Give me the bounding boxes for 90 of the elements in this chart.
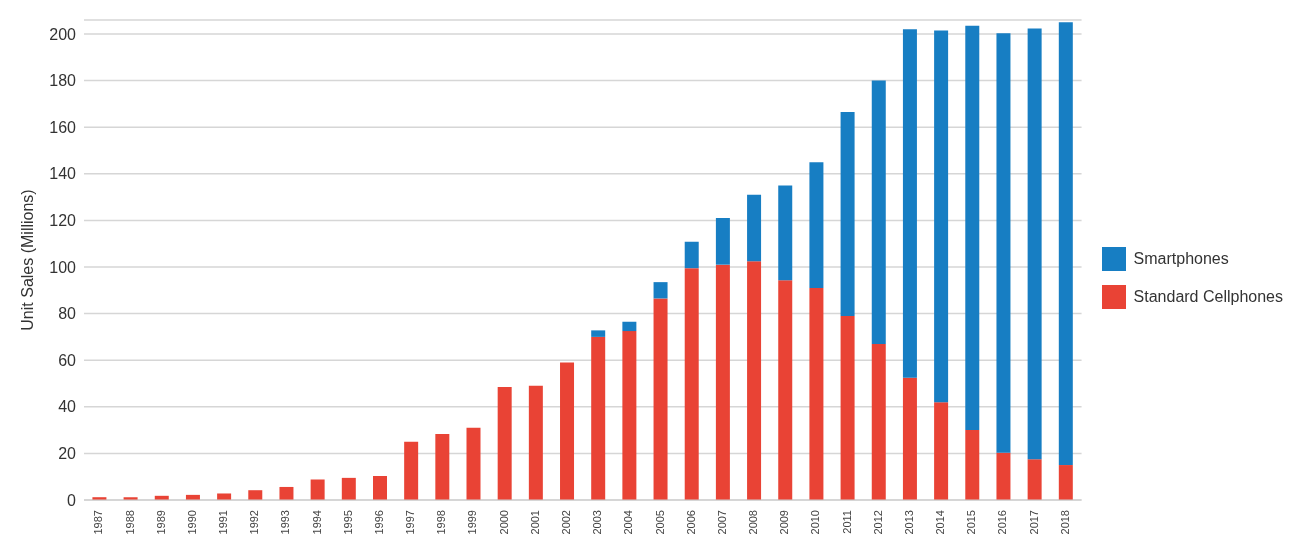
bar: [341, 477, 356, 500]
x-tick-label: 1998: [435, 510, 448, 535]
bar: [591, 336, 606, 500]
x-tick-label: 1988: [123, 510, 136, 535]
bar: [684, 268, 699, 500]
bar: [653, 298, 668, 500]
bar: [528, 385, 543, 500]
x-tick-label: 1999: [466, 510, 479, 535]
y-tick-label: 40: [58, 398, 77, 416]
bar: [778, 280, 793, 500]
bar: [466, 427, 481, 500]
x-tick-label: 1996: [372, 510, 385, 535]
y-tick-label: 120: [49, 212, 77, 230]
x-tick-label: 2007: [715, 510, 728, 535]
x-tick-label: 1997: [404, 510, 417, 535]
y-tick-label: 0: [67, 491, 77, 509]
x-tick-label: 2004: [622, 510, 635, 535]
bar: [653, 282, 668, 299]
bar: [809, 162, 824, 288]
x-tick-label: 2013: [902, 510, 915, 535]
x-tick-label: 2011: [840, 510, 853, 534]
bar: [965, 25, 980, 431]
y-tick-label: 140: [49, 165, 77, 183]
bar: [684, 241, 699, 269]
x-tick-label: 2008: [747, 510, 760, 535]
bar: [934, 402, 949, 500]
bar: [310, 479, 325, 500]
x-tick-label: 2015: [965, 510, 978, 535]
x-tick-label: 1994: [310, 510, 323, 535]
bar: [996, 33, 1011, 453]
legend-label: Standard Cellphones: [1133, 288, 1283, 306]
x-tick-label: 2000: [497, 510, 510, 535]
bar: [871, 80, 886, 344]
x-tick-label: 1992: [248, 510, 261, 535]
y-tick-label: 100: [49, 258, 77, 276]
x-tick-label: 2009: [778, 510, 791, 535]
x-tick-label: 1991: [217, 510, 230, 535]
x-tick-label: 2003: [591, 510, 604, 535]
bar: [902, 377, 917, 500]
x-tick-label: 2002: [560, 510, 572, 535]
bar: [372, 476, 387, 500]
x-tick-label: 2001: [528, 510, 541, 535]
y-tick-label: 200: [49, 25, 77, 43]
x-tick-label: 2016: [996, 510, 1009, 535]
bar: [1058, 465, 1073, 500]
bar: [715, 264, 730, 500]
bar: [996, 452, 1011, 500]
x-tick-label: 2005: [653, 510, 666, 535]
x-tick-label: 1987: [92, 510, 105, 535]
bar: [840, 112, 855, 316]
bar: [715, 218, 730, 265]
bar: [560, 362, 575, 500]
x-tick-label: 1989: [154, 510, 167, 535]
y-tick-label: 160: [49, 118, 77, 136]
y-tick-label: 20: [58, 445, 77, 463]
bar: [497, 386, 512, 500]
bar: [902, 29, 917, 378]
bar: [809, 287, 824, 500]
y-tick-label: 80: [58, 305, 77, 323]
x-tick-label: 2017: [1027, 510, 1040, 535]
x-tick-label: 2012: [871, 510, 884, 535]
bar: [591, 330, 606, 337]
x-tick-label: 2014: [934, 510, 947, 535]
x-tick-label: 1995: [341, 510, 354, 535]
y-tick-label: 180: [49, 72, 77, 90]
x-tick-label: 2006: [684, 510, 697, 535]
bar: [404, 441, 419, 500]
bar: [622, 321, 637, 332]
x-tick-label: 1993: [279, 510, 292, 535]
bar: [1027, 28, 1042, 460]
y-tick-label: 60: [58, 351, 77, 369]
x-tick-label: 2010: [809, 510, 822, 535]
x-tick-label: 2018: [1058, 510, 1071, 535]
bar: [965, 430, 980, 500]
bar: [279, 486, 294, 500]
y-axis-title: Unit Sales (Millions): [18, 189, 36, 331]
bar: [622, 331, 637, 500]
bar: [934, 30, 949, 403]
bar: [1027, 459, 1042, 500]
bar: [840, 315, 855, 500]
bar: [871, 343, 886, 500]
bar: [435, 434, 450, 500]
bar: [778, 185, 793, 281]
bar: [747, 261, 762, 500]
bar: [217, 493, 232, 500]
bar: [1058, 22, 1073, 466]
bar: [248, 490, 263, 500]
legend-label: Smartphones: [1133, 250, 1229, 268]
x-tick-label: 1990: [185, 510, 198, 535]
bar: [747, 194, 762, 262]
